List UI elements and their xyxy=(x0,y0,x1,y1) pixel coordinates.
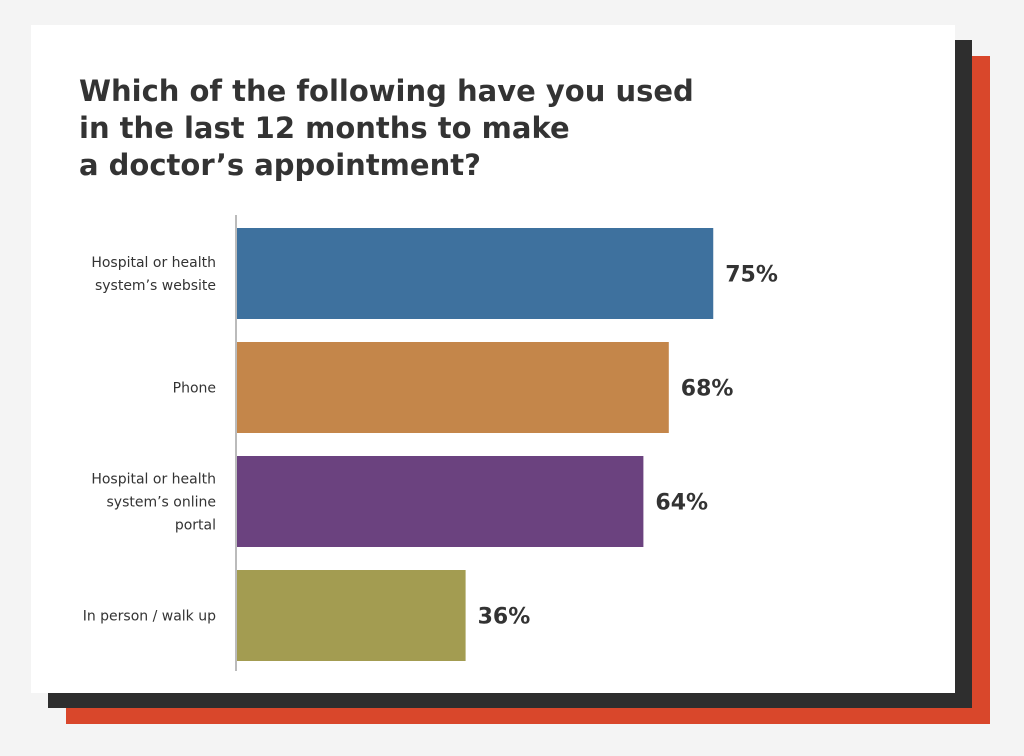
bar-value-label: 75% xyxy=(725,263,778,288)
category-label: Phone xyxy=(173,381,216,397)
category-label: Hospital or health system’s online portal xyxy=(91,472,216,534)
category-label: Hospital or health system’s website xyxy=(91,255,216,294)
bar xyxy=(237,228,714,319)
chart-card: Which of the following have you used in … xyxy=(31,25,955,693)
chart-title: Which of the following have you used in … xyxy=(79,74,694,182)
bar-chart: 75% Hospital or health system’s website 68%… xyxy=(83,215,778,671)
category-label: In person / walk up xyxy=(83,609,216,625)
bar xyxy=(237,570,466,661)
bar xyxy=(237,456,644,547)
bar-value-label: 36% xyxy=(478,605,531,630)
bar-value-label: 64% xyxy=(655,491,708,516)
bar xyxy=(237,342,669,433)
bar-value-label: 68% xyxy=(681,377,734,402)
